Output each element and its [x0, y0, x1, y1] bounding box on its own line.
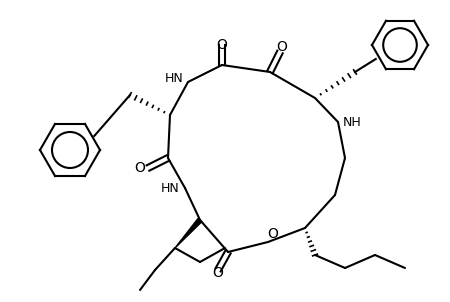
Text: O: O [135, 161, 145, 175]
Text: O: O [212, 266, 224, 280]
Text: HN: HN [164, 72, 183, 85]
Polygon shape [175, 218, 202, 248]
Text: NH: NH [343, 115, 362, 128]
Text: HN: HN [161, 182, 180, 194]
Text: O: O [268, 227, 279, 241]
Text: O: O [277, 40, 288, 54]
Text: O: O [216, 38, 227, 52]
